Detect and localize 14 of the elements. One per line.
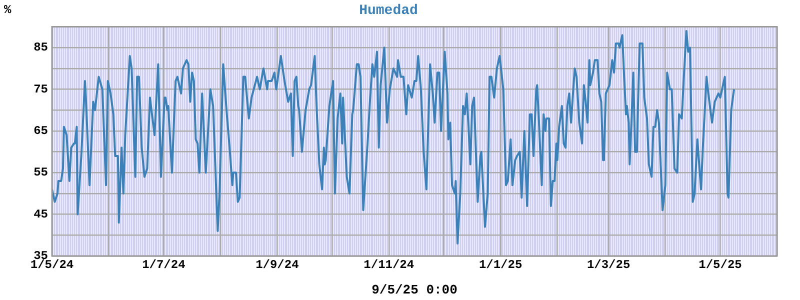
x-tick-label: 1/3/25 xyxy=(586,258,630,272)
x-tick-label: 1/5/25 xyxy=(698,258,742,272)
y-tick-label: 45 xyxy=(34,207,48,222)
y-tick-label: 65 xyxy=(34,124,48,138)
chart-title: Humedad xyxy=(359,2,418,19)
y-axis-title: % xyxy=(4,3,12,18)
x-tick-label: 1/7/24 xyxy=(142,258,186,272)
y-tick-label: 55 xyxy=(34,166,48,180)
y-tick-label: 85 xyxy=(34,40,48,55)
y-tick-label: 75 xyxy=(34,82,48,96)
x-tick-label: 1/11/24 xyxy=(364,258,414,272)
x-axis-title: 9/5/25 0:00 xyxy=(372,282,458,298)
x-tick-label: 1/9/24 xyxy=(256,258,299,272)
x-tick-label: 1/1/25 xyxy=(478,258,522,272)
